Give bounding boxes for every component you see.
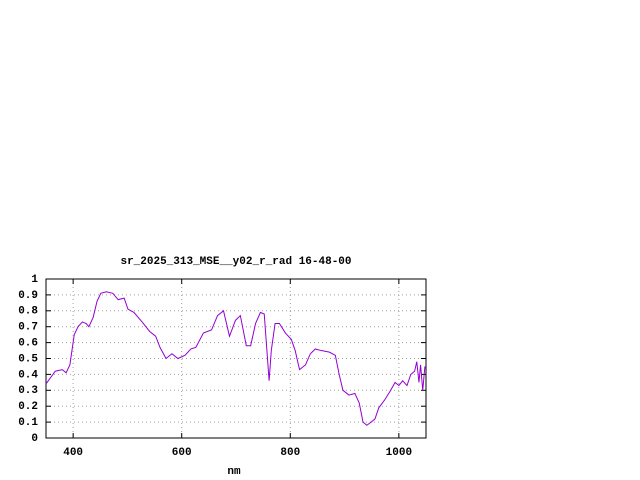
x-tick-label: 800 xyxy=(280,447,300,459)
y-tick-label: 0.4 xyxy=(18,369,38,381)
y-tick-label: 0.9 xyxy=(18,290,38,302)
y-tick-label: 0.8 xyxy=(18,306,38,318)
y-tick-label: 0.7 xyxy=(18,322,38,334)
y-tick-label: 0.5 xyxy=(18,353,38,365)
y-tick-label: 0.2 xyxy=(18,401,38,413)
y-tick-label: 1 xyxy=(31,274,38,286)
y-tick-label: 0.1 xyxy=(18,417,38,429)
plot-frame xyxy=(45,278,427,439)
x-tick-label: 600 xyxy=(172,447,192,459)
x-tick-label: 1000 xyxy=(386,447,412,459)
y-tick-label: 0 xyxy=(31,433,38,445)
chart-title: sr_2025_313_MSE__y02_r_rad 16-48-00 xyxy=(120,256,351,268)
y-tick-label: 0.6 xyxy=(18,338,38,350)
x-tick-label: 400 xyxy=(63,447,83,459)
y-tick-label: 0.3 xyxy=(18,385,38,397)
data-line xyxy=(45,291,426,426)
x-axis-label: nm xyxy=(227,466,241,478)
